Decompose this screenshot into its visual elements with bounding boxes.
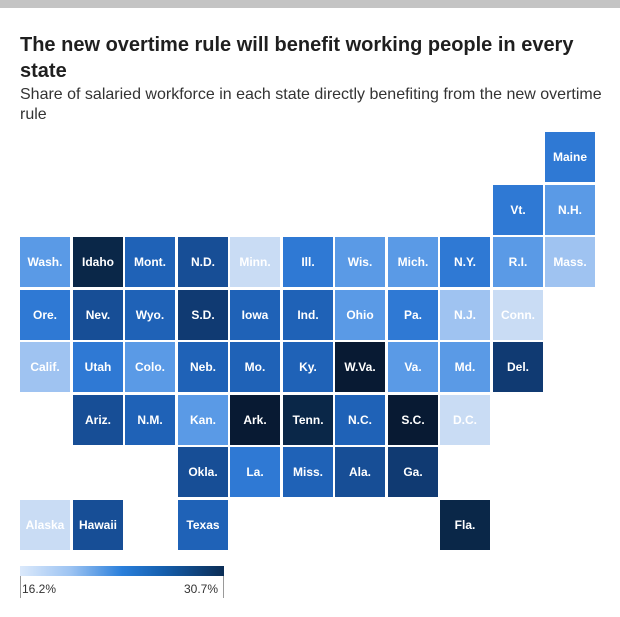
state-tile-wyo[interactable]: Wyo. [125, 290, 175, 340]
state-tile-va[interactable]: Va. [388, 342, 438, 392]
state-tile-texas[interactable]: Texas [178, 500, 228, 550]
state-tile-ky[interactable]: Ky. [283, 342, 333, 392]
state-tile-okla[interactable]: Okla. [178, 447, 228, 497]
state-tile-wash[interactable]: Wash. [20, 237, 70, 287]
state-tile-ariz[interactable]: Ariz. [73, 395, 123, 445]
state-tile-ala[interactable]: Ala. [335, 447, 385, 497]
state-tile-calif[interactable]: Calif. [20, 342, 70, 392]
state-tile-s-c[interactable]: S.C. [388, 395, 438, 445]
legend-max-label: 30.7% [184, 582, 219, 596]
state-tile-nev[interactable]: Nev. [73, 290, 123, 340]
state-tile-mont[interactable]: Mont. [125, 237, 175, 287]
state-tile-mass[interactable]: Mass. [545, 237, 595, 287]
chart-subtitle: Share of salaried workforce in each stat… [20, 86, 602, 123]
state-tile-utah[interactable]: Utah [73, 342, 123, 392]
state-tile-tenn[interactable]: Tenn. [283, 395, 333, 445]
state-tile-n-m[interactable]: N.M. [125, 395, 175, 445]
state-tile-n-j[interactable]: N.J. [440, 290, 490, 340]
state-tile-ark[interactable]: Ark. [230, 395, 280, 445]
state-tile-idaho[interactable]: Idaho [73, 237, 123, 287]
state-tile-wis[interactable]: Wis. [335, 237, 385, 287]
state-tile-vt[interactable]: Vt. [493, 185, 543, 235]
state-tile-n-c[interactable]: N.C. [335, 395, 385, 445]
state-tile-w-va[interactable]: W.Va. [335, 342, 385, 392]
state-tile-kan[interactable]: Kan. [178, 395, 228, 445]
state-tile-pa[interactable]: Pa. [388, 290, 438, 340]
state-tile-colo[interactable]: Colo. [125, 342, 175, 392]
state-tile-del[interactable]: Del. [493, 342, 543, 392]
state-tile-n-d[interactable]: N.D. [178, 237, 228, 287]
legend-tick-min [20, 576, 21, 598]
state-tile-ind[interactable]: Ind. [283, 290, 333, 340]
state-tile-ill[interactable]: Ill. [283, 237, 333, 287]
state-tile-ore[interactable]: Ore. [20, 290, 70, 340]
state-tile-la[interactable]: La. [230, 447, 280, 497]
top-bar [0, 0, 620, 8]
state-tile-fla[interactable]: Fla. [440, 500, 490, 550]
state-tile-neb[interactable]: Neb. [178, 342, 228, 392]
chart-title: The new overtime rule will benefit worki… [20, 34, 574, 82]
state-tile-iowa[interactable]: Iowa [230, 290, 280, 340]
legend-tick-max [223, 576, 224, 598]
state-tile-alaska[interactable]: Alaska [20, 500, 70, 550]
legend-min-label: 16.2% [22, 582, 57, 596]
state-tile-miss[interactable]: Miss. [283, 447, 333, 497]
state-tile-conn[interactable]: Conn. [493, 290, 543, 340]
state-tile-n-h[interactable]: N.H. [545, 185, 595, 235]
state-tile-mich[interactable]: Mich. [388, 237, 438, 287]
state-tile-s-d[interactable]: S.D. [178, 290, 228, 340]
legend-color-scale [20, 566, 224, 576]
state-tile-r-i[interactable]: R.I. [493, 237, 543, 287]
state-tile-mo[interactable]: Mo. [230, 342, 280, 392]
state-tile-ohio[interactable]: Ohio [335, 290, 385, 340]
state-tile-maine[interactable]: Maine [545, 132, 595, 182]
state-tile-ga[interactable]: Ga. [388, 447, 438, 497]
state-tile-n-y[interactable]: N.Y. [440, 237, 490, 287]
state-tile-hawaii[interactable]: Hawaii [73, 500, 123, 550]
state-tile-md[interactable]: Md. [440, 342, 490, 392]
state-tile-minn[interactable]: Minn. [230, 237, 280, 287]
state-tile-d-c[interactable]: D.C. [440, 395, 490, 445]
